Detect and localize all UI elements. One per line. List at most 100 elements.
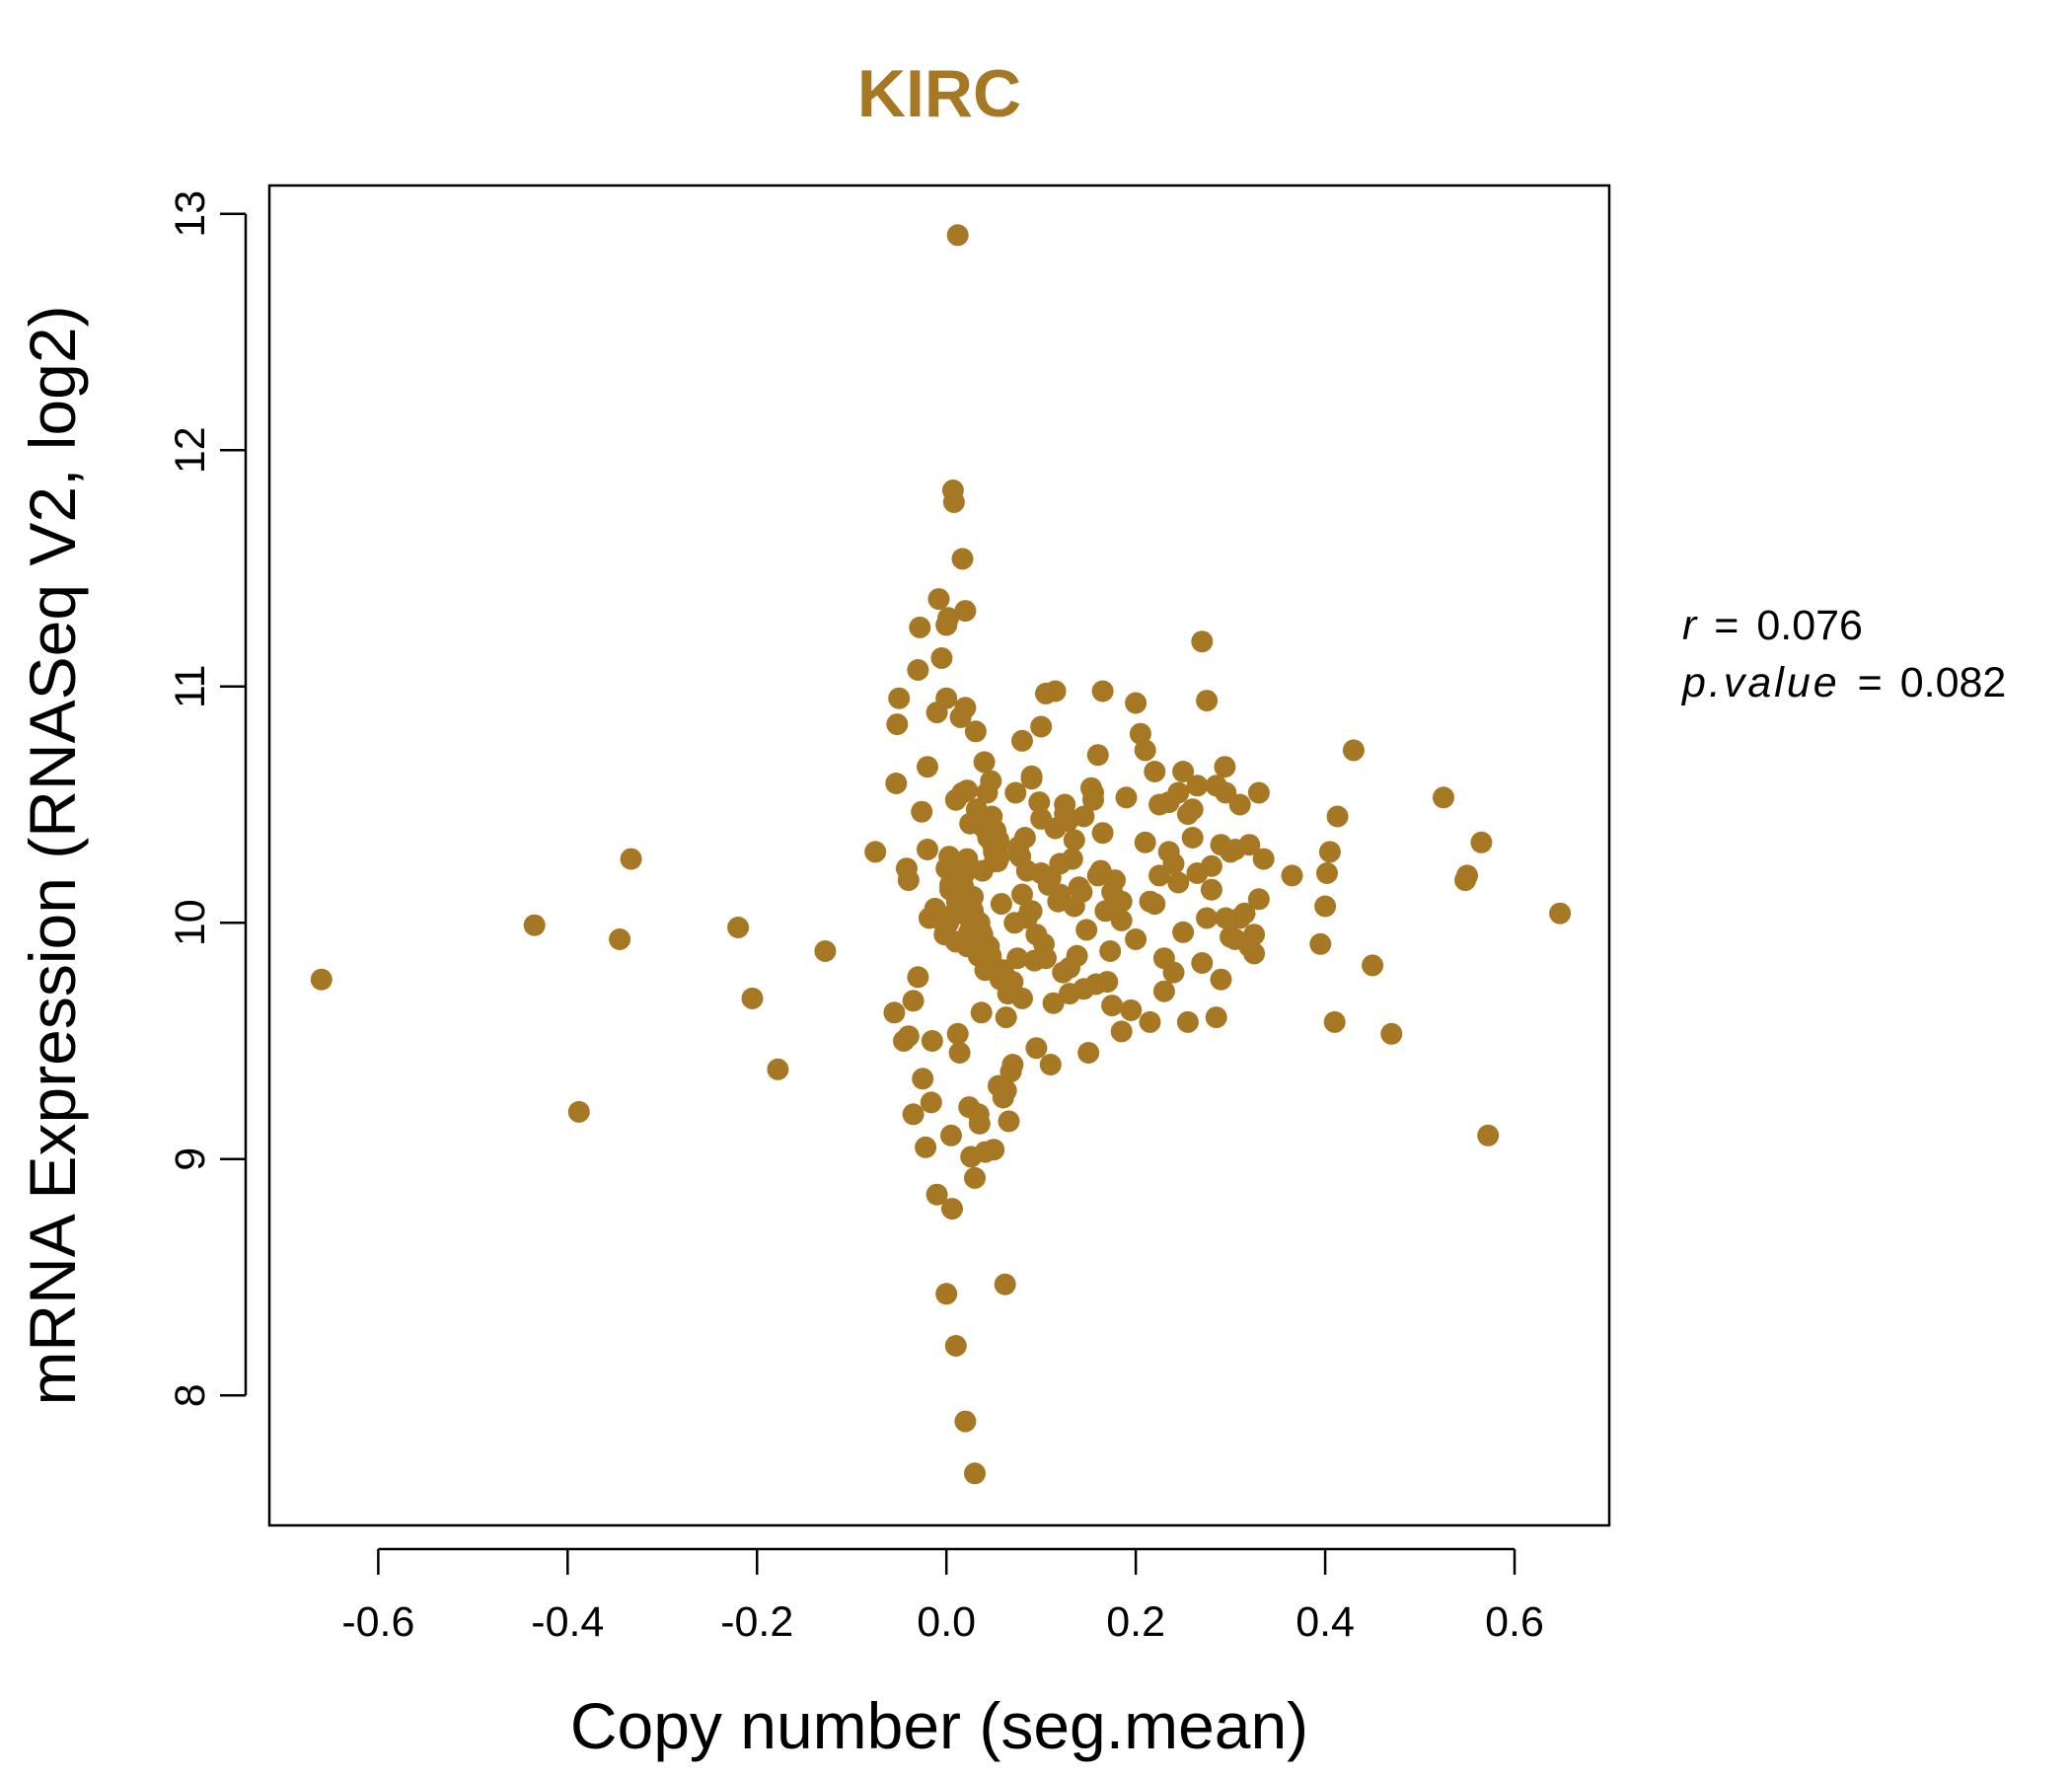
data-point: [1004, 781, 1027, 804]
data-point: [1238, 935, 1261, 958]
data-point: [1115, 786, 1138, 809]
data-point: [1044, 680, 1067, 703]
data-point: [998, 1110, 1020, 1133]
data-point: [1172, 921, 1195, 943]
data-point: [1030, 807, 1053, 830]
data-point: [1063, 829, 1085, 851]
data-point: [917, 839, 938, 860]
data-point: [1205, 1006, 1227, 1029]
data-point: [1110, 890, 1133, 913]
data-point: [897, 1025, 920, 1048]
data-point: [1318, 841, 1341, 863]
data-point: [1247, 888, 1270, 911]
data-point: [1323, 1010, 1346, 1033]
data-point: [1023, 949, 1046, 972]
data-point: [1167, 781, 1190, 804]
data-point: [921, 1030, 943, 1052]
data-point: [915, 1136, 937, 1158]
data-point: [1134, 739, 1156, 762]
data-point: [954, 600, 977, 623]
data-point: [1104, 869, 1126, 892]
data-point: [1152, 980, 1175, 1002]
data-point: [1047, 890, 1070, 913]
data-point: [883, 1001, 906, 1024]
data-point: [1099, 940, 1122, 962]
data-point: [935, 1283, 958, 1305]
data-point: [968, 1112, 991, 1135]
data-point: [909, 616, 931, 638]
data-point: [1326, 805, 1349, 828]
data-point: [951, 548, 974, 570]
data-point: [1200, 878, 1222, 901]
data-point: [1054, 793, 1076, 816]
data-point: [1129, 722, 1151, 745]
y-tick-label: 10: [167, 899, 214, 946]
data-point: [1011, 729, 1033, 752]
data-point: [977, 827, 999, 849]
data-point: [930, 647, 953, 669]
data-point: [1196, 907, 1219, 929]
x-tick-label: -0.4: [531, 1598, 604, 1646]
data-point: [1247, 781, 1270, 804]
data-point: [1120, 999, 1143, 1021]
data-point: [1125, 692, 1147, 714]
x-tick-label: -0.2: [720, 1598, 793, 1646]
data-point: [987, 851, 1008, 872]
chart-title: KIRC: [857, 56, 1021, 131]
data-point: [888, 687, 911, 709]
data-point: [1066, 944, 1088, 967]
data-point: [1091, 822, 1114, 845]
data-point: [944, 1335, 967, 1357]
x-tick-label: -0.6: [341, 1598, 414, 1646]
data-point: [994, 1273, 1016, 1295]
data-point: [925, 1183, 948, 1206]
data-point: [1139, 1010, 1161, 1033]
stats-r-value: 0.076: [1756, 602, 1863, 649]
data-point: [897, 869, 920, 892]
data-point: [1077, 1042, 1100, 1064]
data-point: [1101, 995, 1124, 1017]
data-point: [1191, 952, 1214, 974]
data-point: [609, 928, 631, 950]
x-tick-label: 0.0: [917, 1598, 976, 1646]
x-tick-label: 0.2: [1106, 1598, 1165, 1646]
data-point: [946, 1022, 969, 1045]
data-point: [567, 1100, 590, 1123]
data-point: [1181, 827, 1204, 849]
data-point: [1042, 992, 1065, 1014]
stats-r-label: r: [1682, 602, 1698, 649]
data-point: [1281, 864, 1303, 887]
data-point: [1380, 1022, 1403, 1045]
data-point: [1176, 803, 1199, 826]
stats-p-line: p.value = 0.082: [1680, 659, 2006, 706]
data-point: [1309, 932, 1332, 955]
data-point: [954, 697, 977, 719]
data-point: [1456, 864, 1478, 887]
data-point: [935, 614, 958, 636]
data-point: [935, 857, 958, 880]
data-point: [864, 841, 887, 863]
data-point: [956, 935, 979, 958]
data-point: [1110, 909, 1133, 931]
data-point: [1176, 1010, 1199, 1033]
data-point: [1172, 761, 1195, 782]
data-point: [1125, 928, 1147, 950]
data-point: [1214, 756, 1236, 778]
data-point: [911, 800, 933, 823]
data-point: [1549, 902, 1572, 925]
data-point: [1020, 768, 1043, 790]
data-point: [1013, 827, 1036, 849]
data-point: [980, 770, 1002, 792]
data-point: [983, 1139, 1005, 1161]
data-point: [885, 773, 908, 794]
data-point: [1086, 744, 1109, 767]
data-point: [995, 1079, 1017, 1102]
y-tick-label: 13: [167, 190, 214, 238]
stats-annotation: r = 0.076 p.value = 0.082: [1680, 602, 2006, 706]
data-point: [1091, 680, 1114, 703]
data-point: [964, 1462, 986, 1485]
data-point: [1009, 846, 1032, 868]
data-point: [1028, 791, 1051, 814]
stats-p-value: 0.082: [1900, 659, 2007, 706]
data-point: [907, 659, 929, 681]
